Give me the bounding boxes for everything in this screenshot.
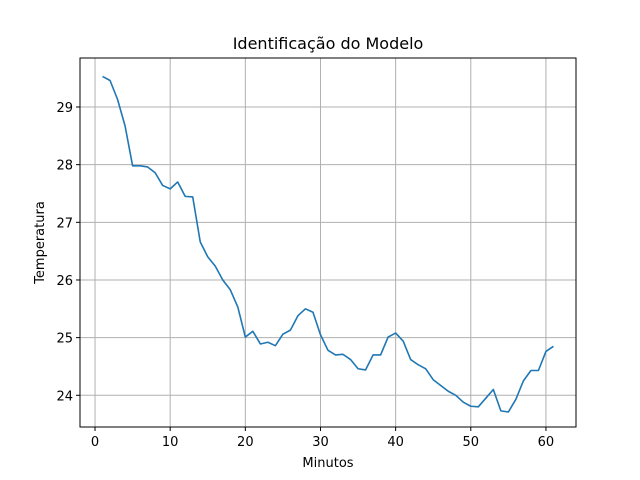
x-tick-label: 20 <box>237 435 254 450</box>
y-tick-label: 26 <box>56 274 73 289</box>
y-axis-label: Temperatura <box>33 201 48 285</box>
x-tick-label: 40 <box>387 435 404 450</box>
y-tick-label: 28 <box>56 159 73 174</box>
x-tick-label: 60 <box>538 435 555 450</box>
grid <box>80 58 576 427</box>
y-tick-label: 24 <box>56 389 73 404</box>
y-tick-label: 25 <box>56 332 73 347</box>
x-tick-label: 50 <box>463 435 480 450</box>
y-tick-label: 29 <box>56 101 73 116</box>
y-tick-label: 27 <box>56 216 73 231</box>
x-tick-label: 0 <box>91 435 99 450</box>
plot-area <box>102 75 554 413</box>
ticks: 0 10 20 30 40 50 60 24 25 26 27 28 29 <box>56 101 554 450</box>
x-tick-label: 30 <box>312 435 329 450</box>
chart-title: Identificação do Modelo <box>233 34 424 53</box>
x-tick-label: 10 <box>162 435 179 450</box>
x-axis-label: Minutos <box>302 456 353 471</box>
axes-frame <box>79 57 577 428</box>
series-line <box>102 75 554 413</box>
